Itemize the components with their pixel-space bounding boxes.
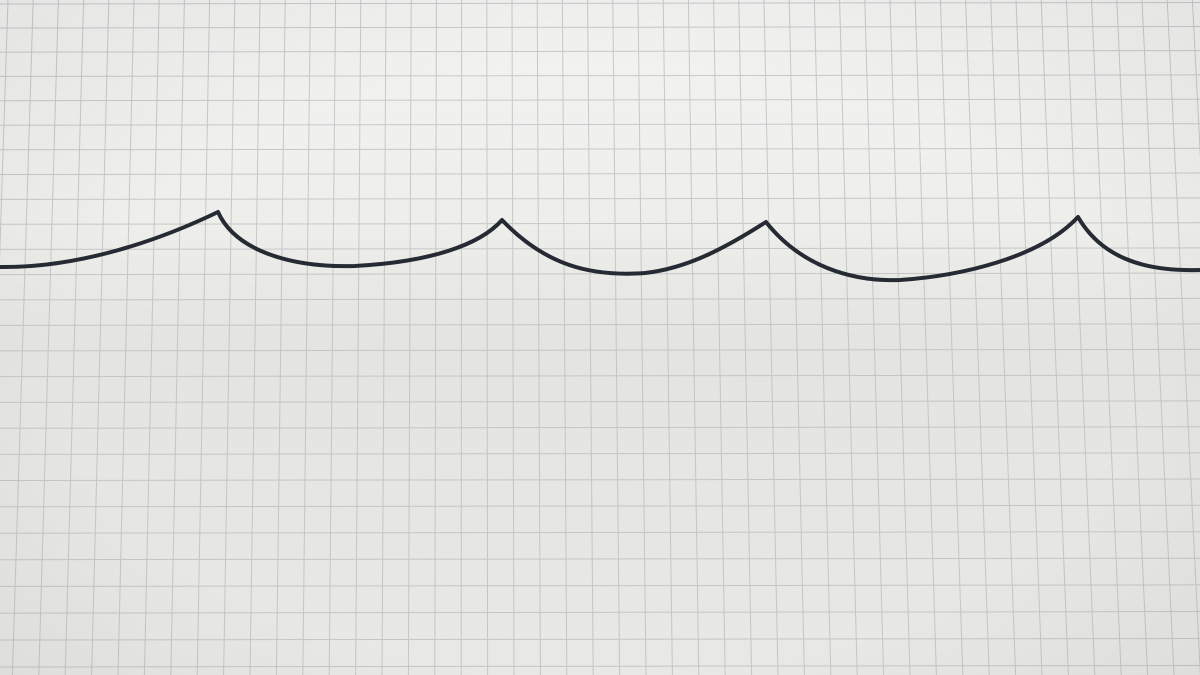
- wave-ink-line: [0, 210, 1200, 283]
